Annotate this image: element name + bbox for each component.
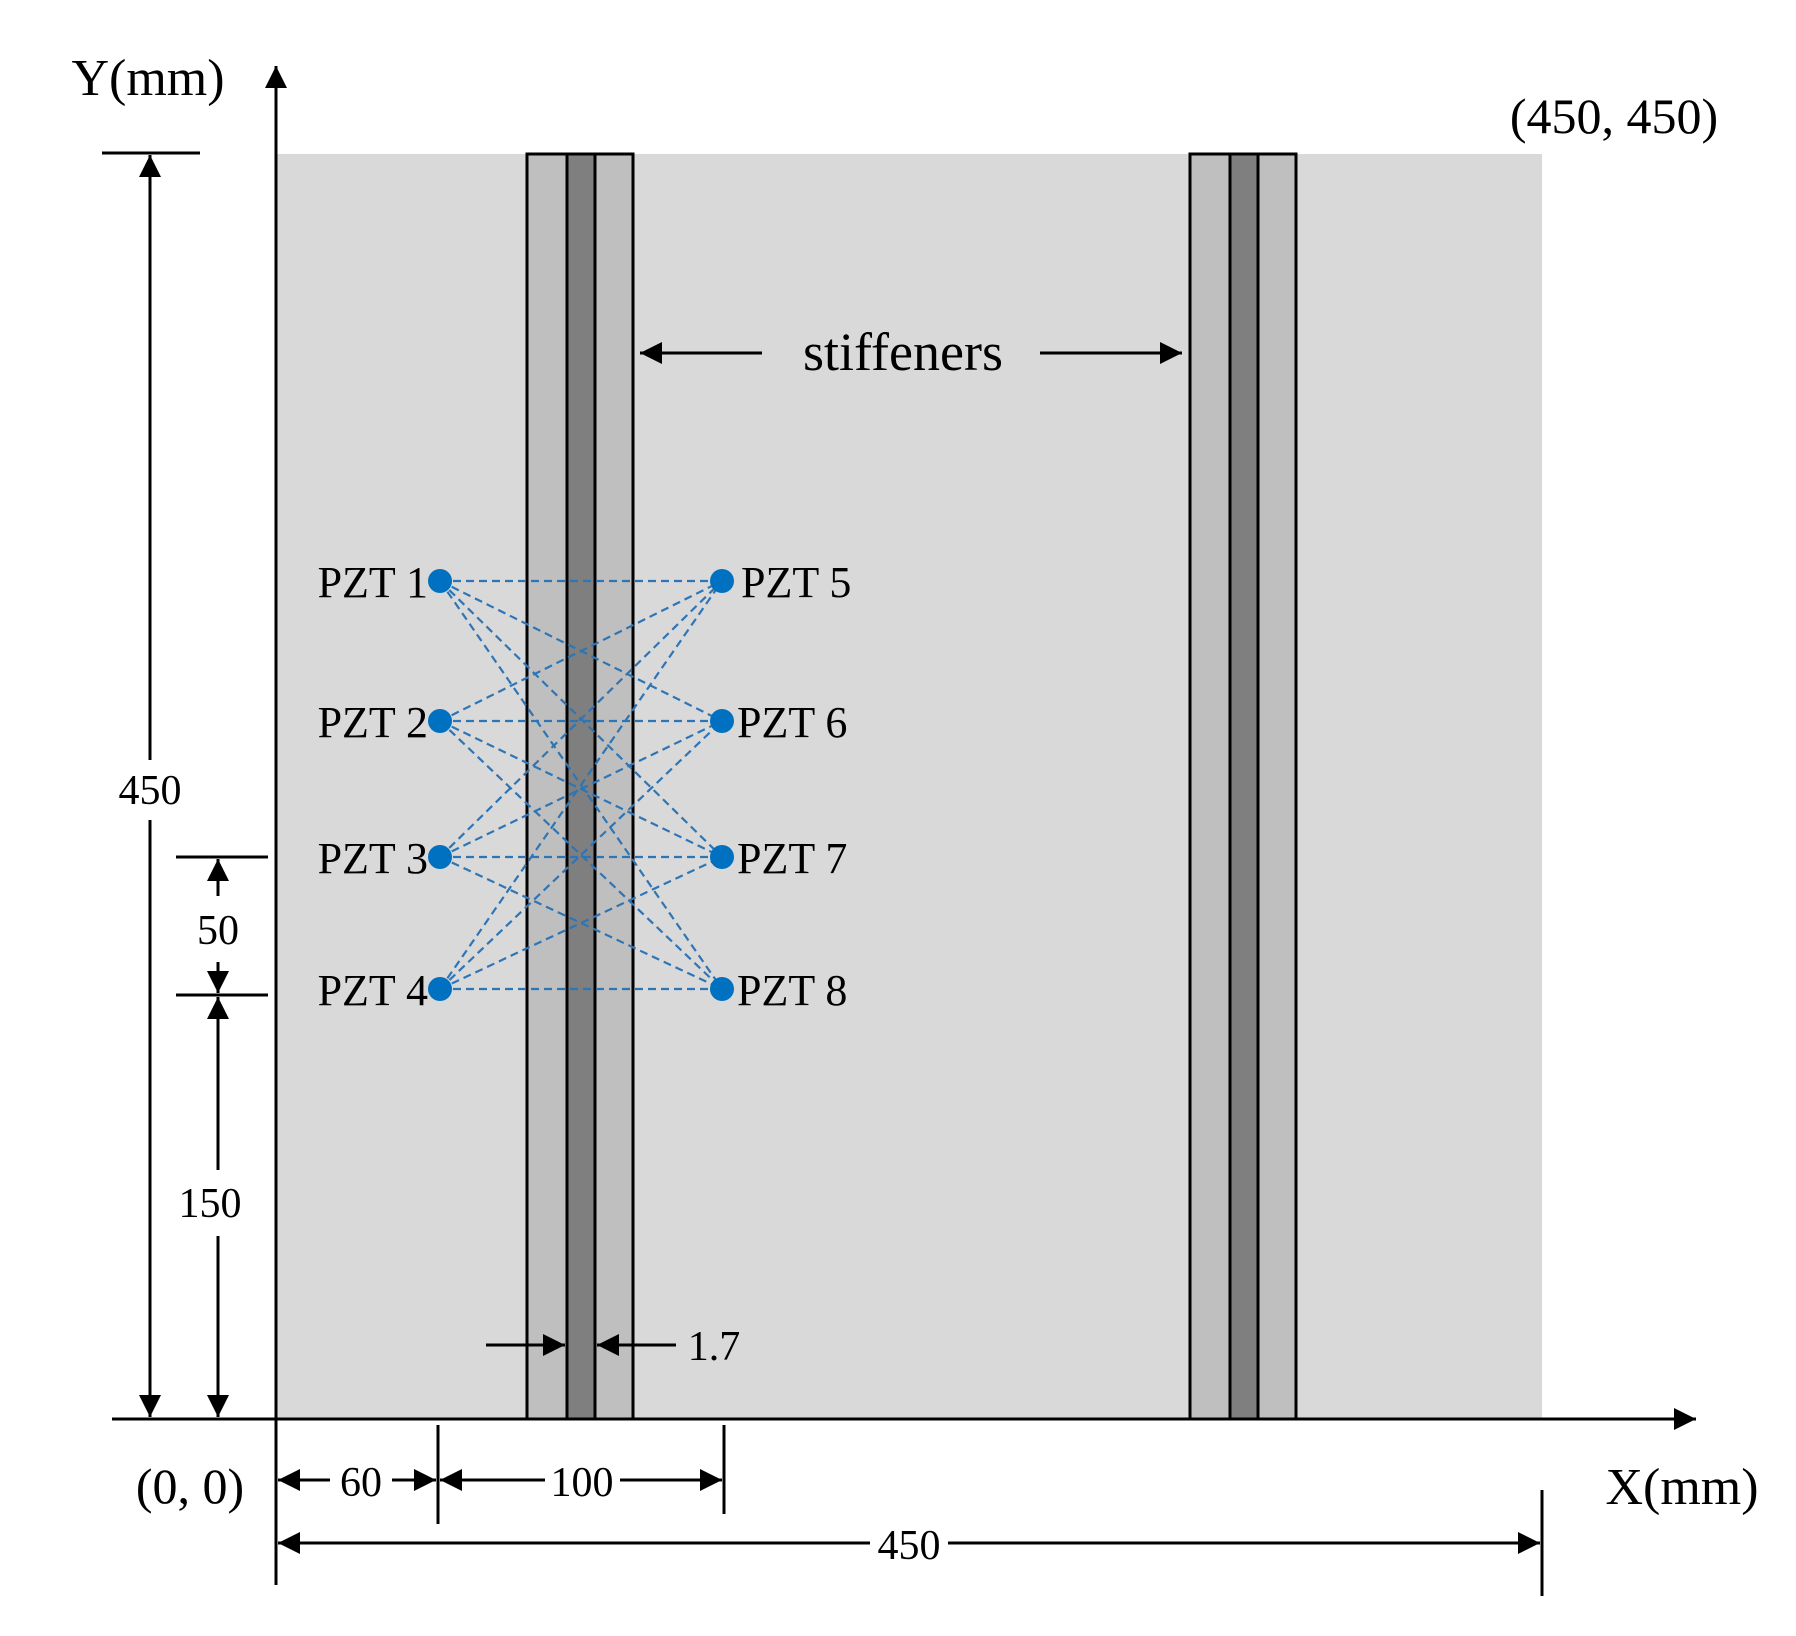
- pzt-5-dot: [710, 569, 734, 593]
- path-pzt3-pzt6: [439, 720, 723, 858]
- path-pzt2-pzt5: [439, 580, 723, 722]
- pzt-2-dot: [428, 709, 452, 733]
- dim-width-label: 450: [878, 1523, 941, 1569]
- pzt-5-label: PZT 5: [741, 558, 851, 607]
- dim-100-label: 100: [551, 1460, 614, 1506]
- dim-50-label: 50: [197, 908, 239, 954]
- dim-web-label: 1.7: [688, 1324, 741, 1370]
- stiffener-right: [1188, 152, 1298, 1421]
- pzt-4-label: PZT 4: [318, 966, 428, 1015]
- stiffeners-label: stiffeners: [803, 322, 1003, 382]
- pzt-8-label: PZT 8: [737, 966, 847, 1015]
- pzt-4-dot: [428, 977, 452, 1001]
- pzt-6-label: PZT 6: [737, 698, 847, 747]
- pzt-1-label: PZT 1: [318, 558, 428, 607]
- pzt-8-dot: [710, 977, 734, 1001]
- plate: [276, 154, 1542, 1419]
- pzt-3-dot: [428, 845, 452, 869]
- pzt-6-dot: [710, 709, 734, 733]
- origin-label: (0, 0): [136, 1458, 244, 1514]
- x-axis-label: X(mm): [1605, 1459, 1758, 1516]
- sensing-paths: [439, 579, 723, 991]
- path-pzt3-pzt5: [439, 580, 723, 858]
- top-right-corner-label: (450, 450): [1510, 88, 1718, 144]
- pzt-sensors: [428, 569, 734, 1001]
- pzt-3-label: PZT 3: [318, 834, 428, 883]
- path-pzt4-pzt5: [439, 580, 723, 990]
- dim-150-label: 150: [179, 1181, 242, 1227]
- pzt-1-dot: [428, 569, 452, 593]
- stiffener-left: [525, 152, 635, 1421]
- y-axis-label: Y(mm): [71, 50, 224, 107]
- dim-height-label: 450: [119, 768, 182, 814]
- dim-60-label: 60: [340, 1460, 382, 1506]
- pzt-7-label: PZT 7: [737, 834, 847, 883]
- pzt-7-dot: [710, 845, 734, 869]
- pzt-2-label: PZT 2: [318, 698, 428, 747]
